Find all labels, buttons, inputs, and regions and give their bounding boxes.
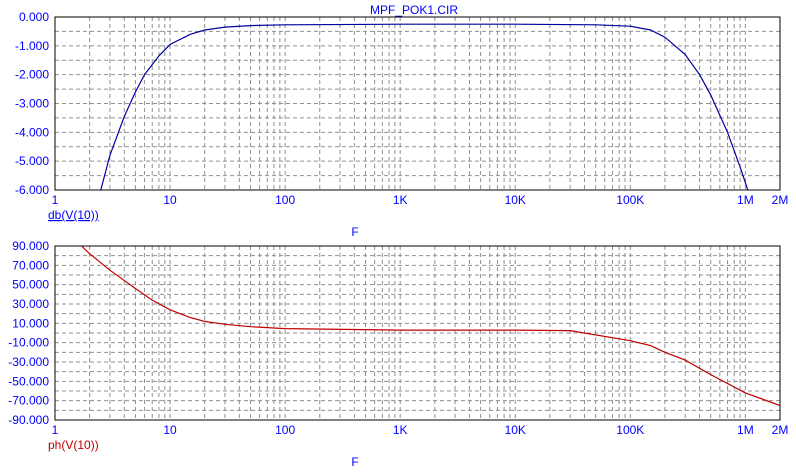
x-axis-label: F [351, 455, 358, 469]
y-tick-label: -70.000 [8, 394, 49, 408]
plot-title: MPF_POK1.CIR [370, 3, 458, 17]
db-trace-label: db(V(10)) [48, 208, 99, 222]
y-tick-label: -4.000 [15, 125, 49, 139]
x-tick-label: 1K [393, 193, 408, 207]
y-tick-label: -3.000 [15, 97, 49, 111]
x-tick-label: 1M [737, 193, 754, 207]
x-tick-label: 10K [505, 423, 526, 437]
y-tick-label: 70.000 [12, 258, 49, 272]
x-tick-label: 1 [52, 193, 59, 207]
x-tick-label: 100 [275, 193, 295, 207]
y-tick-label: 50.000 [12, 278, 49, 292]
y-tick-label: 30.000 [12, 297, 49, 311]
x-tick-label: 10K [505, 193, 526, 207]
y-tick-label: -30.000 [8, 355, 49, 369]
phase-trace [81, 246, 780, 407]
plot-frame [54, 245, 781, 421]
y-tick-label: 90.000 [12, 239, 49, 253]
y-tick-label: 10.000 [12, 316, 49, 330]
y-tick-label: -1.000 [15, 39, 49, 53]
y-tick-label: -5.000 [15, 154, 49, 168]
x-tick-label: 1K [393, 423, 408, 437]
ph-trace-label: ph(V(10)) [48, 438, 99, 452]
x-axis-label: F [351, 225, 358, 239]
y-tick-label: -6.000 [15, 183, 49, 197]
y-tick-label: -90.000 [8, 413, 49, 427]
x-tick-label: 2M [772, 423, 789, 437]
x-tick-label: 1M [737, 423, 754, 437]
y-tick-label: -50.000 [8, 374, 49, 388]
gain-panel: 0.000 -1.000 -2.000 -3.000 -4.000 -5.000 -6.00… [15, 10, 788, 239]
phase-panel: 90.000 70.000 50.000 30.000 10.000 -10.000 -30… [8, 239, 788, 469]
y-tick-label: 0.000 [19, 10, 49, 24]
x-tick-label: 10 [163, 193, 177, 207]
x-tick-label: 100K [616, 193, 644, 207]
y-tick-label: -2.000 [15, 68, 49, 82]
x-tick-label: 100 [275, 423, 295, 437]
y-tick-label: -10.000 [8, 336, 49, 350]
x-tick-label: 1 [52, 423, 59, 437]
x-tick-label: 100K [616, 423, 644, 437]
gain-trace [100, 23, 749, 190]
x-tick-label: 2M [772, 193, 789, 207]
plot-frame [54, 16, 781, 191]
x-tick-label: 10 [163, 423, 177, 437]
